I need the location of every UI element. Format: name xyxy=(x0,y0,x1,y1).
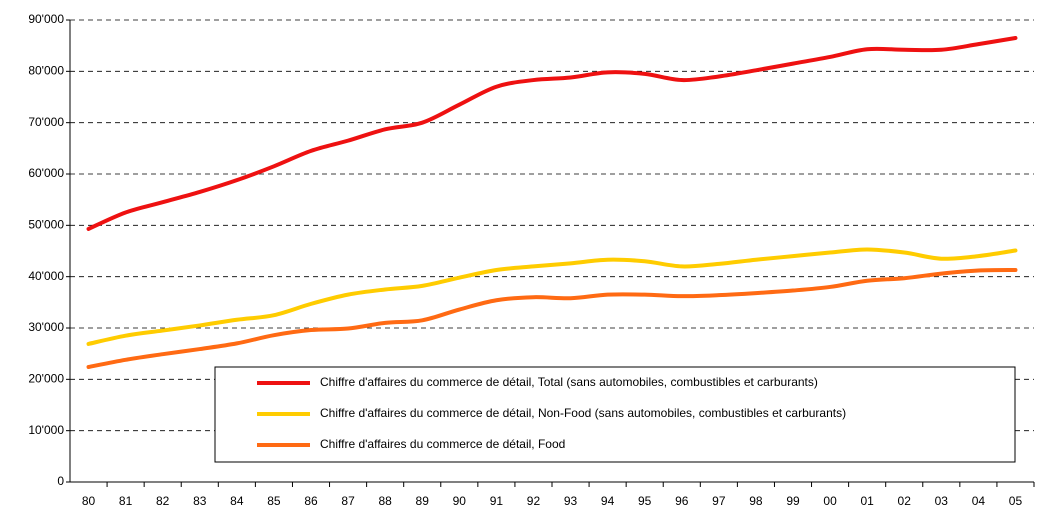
x-tick-label: 93 xyxy=(564,494,578,508)
x-tick-label: 05 xyxy=(1009,494,1023,508)
x-tick-label: 90 xyxy=(453,494,467,508)
legend-label: Chiffre d'affaires du commerce de détail… xyxy=(320,437,565,451)
y-tick-label: 70'000 xyxy=(28,115,64,129)
x-tick-label: 86 xyxy=(304,494,318,508)
x-tick-label: 80 xyxy=(82,494,96,508)
x-tick-label: 91 xyxy=(490,494,504,508)
x-tick-label: 97 xyxy=(712,494,726,508)
series-line xyxy=(86,267,1018,370)
legend-label: Chiffre d'affaires du commerce de détail… xyxy=(320,375,818,389)
legend-box xyxy=(214,366,1016,463)
x-tick-label: 95 xyxy=(638,494,652,508)
x-tick-label: 02 xyxy=(898,494,912,508)
y-tick-label: 10'000 xyxy=(28,423,64,437)
x-tick-label: 96 xyxy=(675,494,689,508)
legend-label: Chiffre d'affaires du commerce de détail… xyxy=(320,406,846,420)
x-tick-label: 99 xyxy=(786,494,800,508)
x-tick-label: 85 xyxy=(267,494,281,508)
y-tick-label: 60'000 xyxy=(28,166,64,180)
series-line xyxy=(86,247,1018,346)
x-tick-label: 98 xyxy=(749,494,763,508)
y-tick-label: 0 xyxy=(57,474,64,488)
x-tick-label: 82 xyxy=(156,494,170,508)
x-tick-label: 94 xyxy=(601,494,615,508)
y-tick-label: 50'000 xyxy=(28,218,64,232)
x-tick-label: 81 xyxy=(119,494,133,508)
x-tick-label: 83 xyxy=(193,494,207,508)
x-tick-label: 01 xyxy=(860,494,874,508)
x-tick-label: 00 xyxy=(823,494,837,508)
x-tick-label: 89 xyxy=(416,494,430,508)
x-tick-label: 87 xyxy=(341,494,355,508)
x-tick-label: 04 xyxy=(972,494,986,508)
x-tick-label: 03 xyxy=(935,494,949,508)
y-tick-label: 40'000 xyxy=(28,269,64,283)
x-tick-label: 92 xyxy=(527,494,541,508)
y-tick-label: 20'000 xyxy=(28,372,64,386)
x-tick-label: 88 xyxy=(378,494,392,508)
x-tick-label: 84 xyxy=(230,494,244,508)
series-line xyxy=(86,35,1018,231)
y-tick-label: 90'000 xyxy=(28,12,64,26)
y-tick-label: 80'000 xyxy=(28,64,64,78)
y-tick-label: 30'000 xyxy=(28,320,64,334)
